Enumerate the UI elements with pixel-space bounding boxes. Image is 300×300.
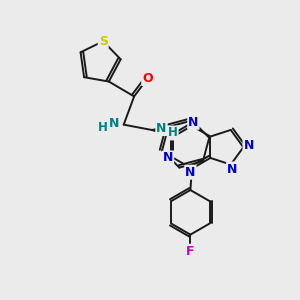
Text: N: N: [185, 166, 196, 179]
Text: S: S: [99, 35, 108, 48]
Text: N: N: [188, 116, 199, 129]
Text: O: O: [142, 72, 153, 85]
Text: N: N: [109, 117, 119, 130]
Text: H: H: [168, 127, 178, 140]
Text: H: H: [98, 121, 107, 134]
Text: N: N: [156, 122, 167, 135]
Text: N: N: [163, 152, 173, 164]
Text: N: N: [244, 139, 254, 152]
Text: F: F: [186, 245, 195, 258]
Text: N: N: [227, 163, 237, 176]
